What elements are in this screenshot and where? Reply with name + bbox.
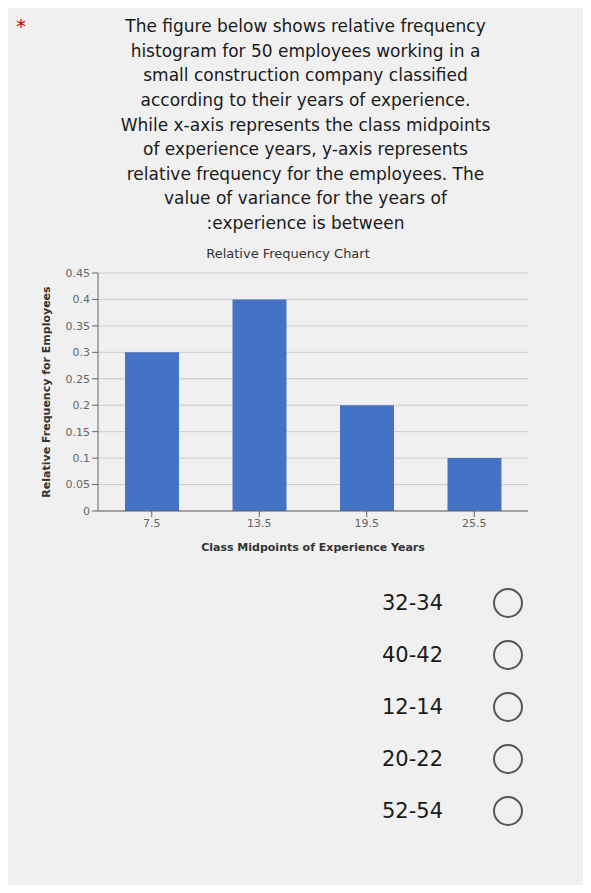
html-text:The figure below shows relativ: The figure below shows relative frequenc… <box>120 16 491 234</box>
svg-text:25.5: 25.5 <box>462 517 487 530</box>
svg-text:19.5: 19.5 <box>355 517 380 530</box>
svg-text:0.25: 0.25 <box>66 372 91 385</box>
html-text:32-34: 32-34 <box>382 590 443 615</box>
html-text:Relative Frequency Chart: Relative Frequency Chart <box>206 245 370 261</box>
svg-text:0.15: 0.15 <box>66 425 91 438</box>
svg-text:0.35: 0.35 <box>66 320 91 333</box>
svg-text:0.3: 0.3 <box>73 346 91 359</box>
svg-text:0.05: 0.05 <box>66 478 91 491</box>
svg-text:Relative Frequency for Employe: Relative Frequency for Employees <box>40 286 53 498</box>
svg-text:0.45: 0.45 <box>66 267 91 280</box>
svg-text:0.4: 0.4 <box>73 293 91 306</box>
svg-text:0.2: 0.2 <box>73 399 91 412</box>
svg-text:0.1: 0.1 <box>73 452 91 465</box>
svg-text:0: 0 <box>83 505 90 518</box>
html-text:40-42: 40-42 <box>382 642 443 667</box>
svg-text:Class Midpoints of Experience: Class Midpoints of Experience Years <box>201 541 425 554</box>
svg-text:13.5: 13.5 <box>247 517 272 530</box>
svg-text:7.5: 7.5 <box>143 517 161 530</box>
html-text:12-14: 12-14 <box>382 694 443 719</box>
html-text:52-54: 52-54 <box>382 798 443 823</box>
html-text:20-22: 20-22 <box>382 746 443 771</box>
